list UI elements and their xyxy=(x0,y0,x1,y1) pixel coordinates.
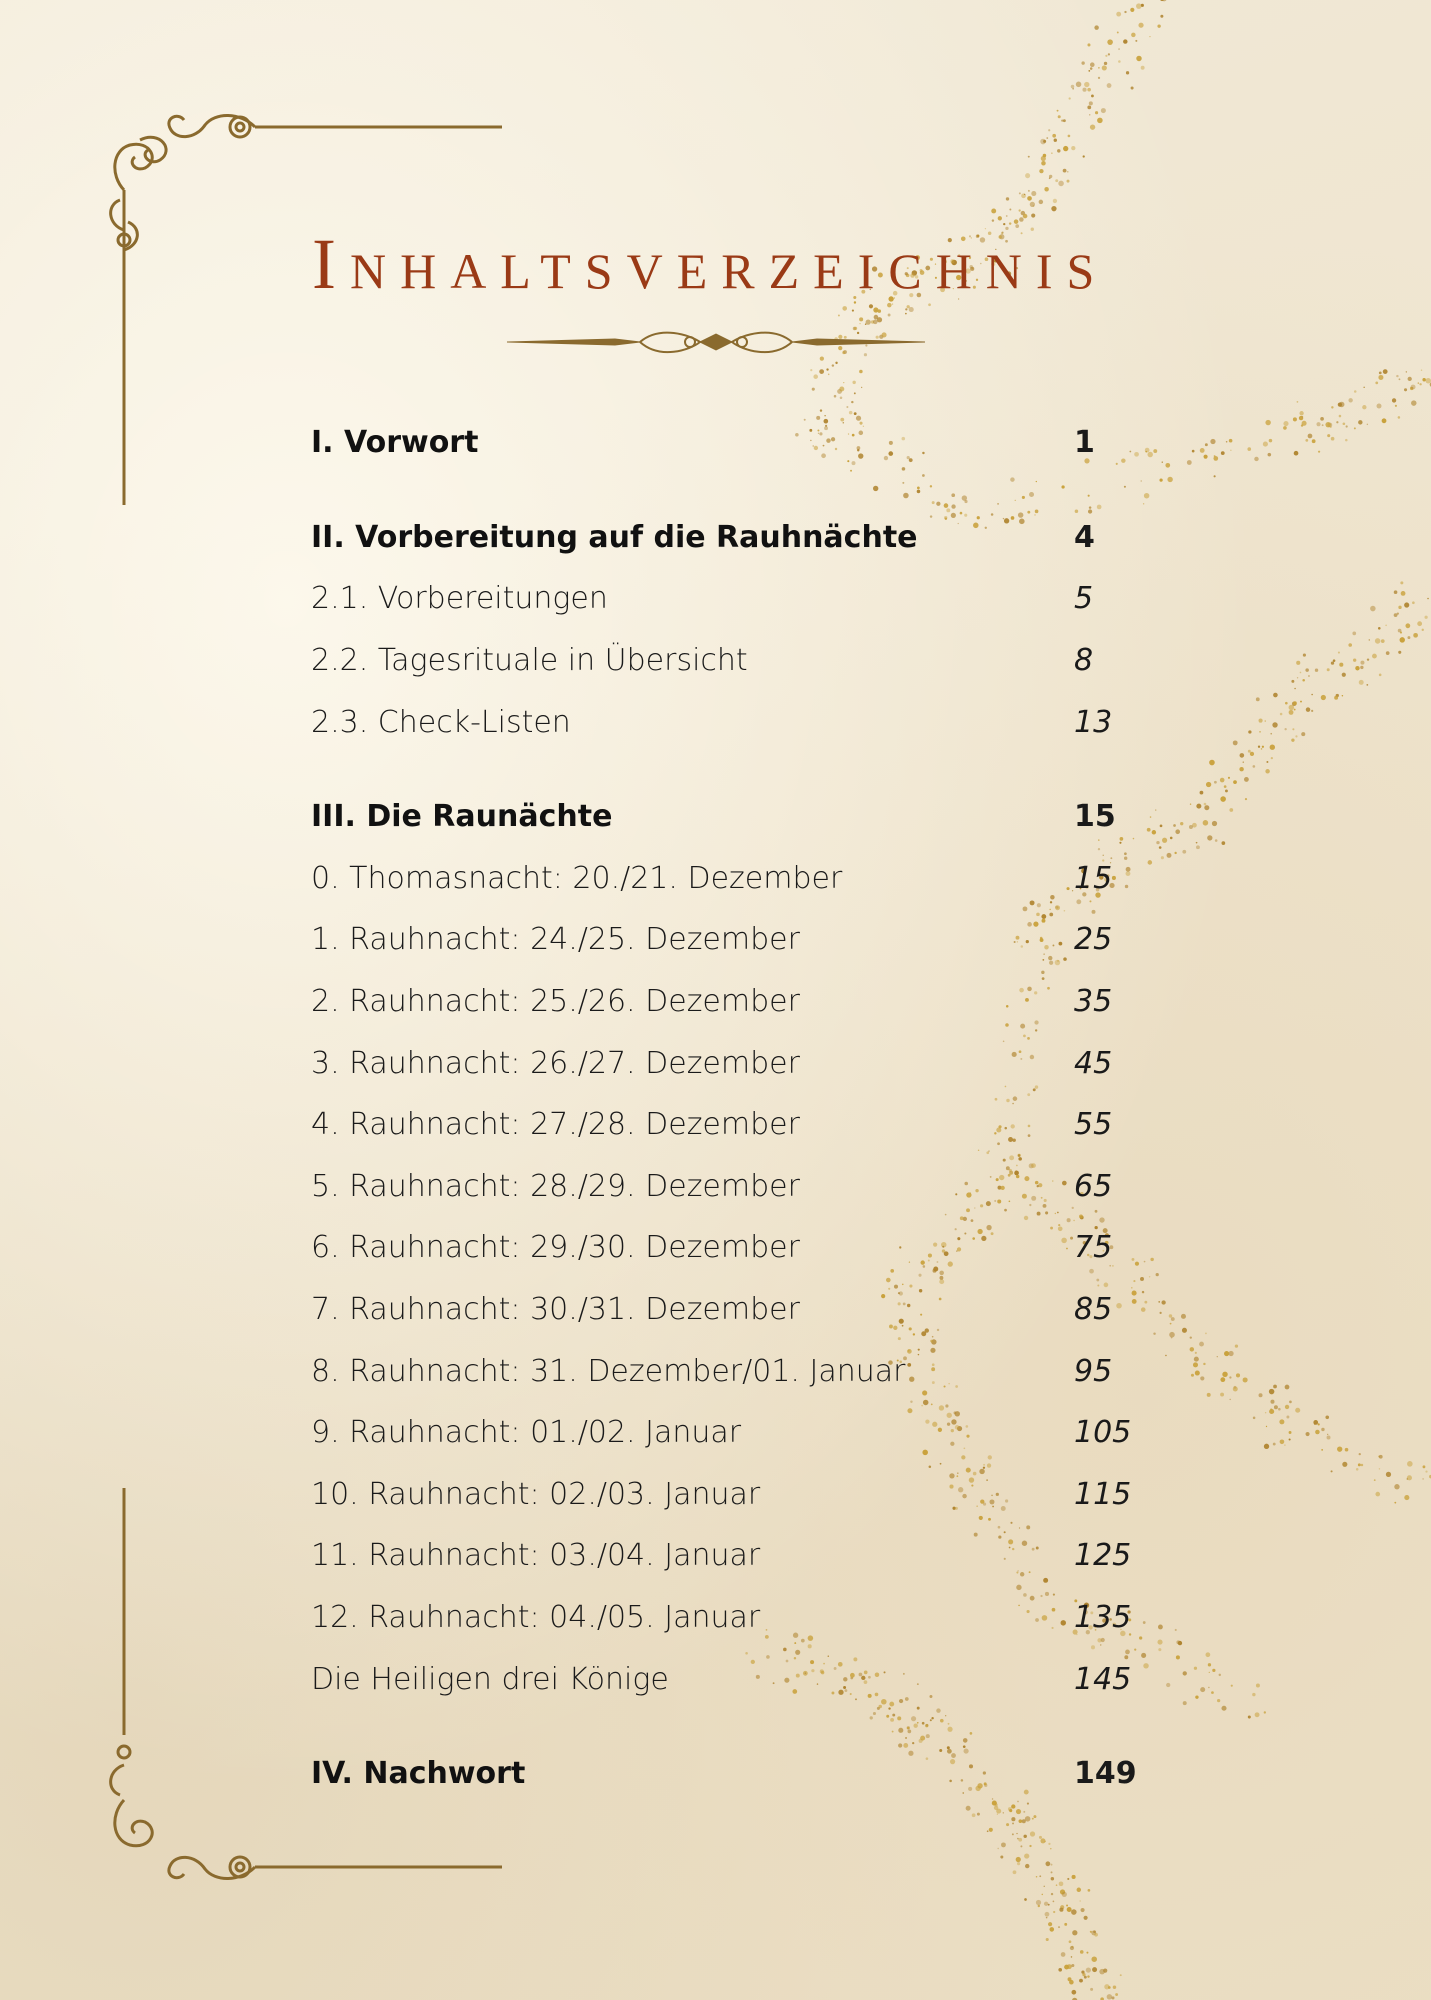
toc-entry[interactable]: 2.1. Vorbereitungen 5 xyxy=(311,568,1161,630)
toc-page-number: 4 xyxy=(1074,519,1095,555)
toc-page-number: 5 xyxy=(1074,581,1094,617)
toc-label: 7. Rauhnacht: 30./31. Dezember xyxy=(311,1292,800,1328)
toc-label: 0. Thomasnacht: 20./21. Dezember xyxy=(311,860,843,896)
toc-label: 4. Rauhnacht: 27./28. Dezember xyxy=(311,1107,800,1143)
toc-page-number: 65 xyxy=(1074,1168,1113,1204)
toc-label: 5. Rauhnacht: 28./29. Dezember xyxy=(311,1168,800,1204)
toc-page-number: 13 xyxy=(1074,704,1113,740)
toc-label: 2.2. Tagesrituale in Übersicht xyxy=(311,643,748,679)
toc-page-number: 145 xyxy=(1074,1661,1132,1697)
toc-label: Die Heiligen drei Könige xyxy=(311,1661,669,1697)
toc-section[interactable]: I. Vorwort 1 xyxy=(311,412,1161,474)
toc-page-number: 149 xyxy=(1074,1756,1137,1792)
toc-section[interactable]: II. Vorbereitung auf die Rauhnächte 4 xyxy=(311,507,1161,569)
toc-page-number: 85 xyxy=(1074,1292,1113,1328)
toc-page-number: 115 xyxy=(1074,1476,1132,1512)
toc-entry[interactable]: 2.2. Tagesrituale in Übersicht 8 xyxy=(311,630,1161,692)
toc-entry[interactable]: 11. Rauhnacht: 03./04. Januar 125 xyxy=(311,1525,1161,1587)
toc-label: IV. Nachwort xyxy=(311,1756,526,1792)
toc-entry[interactable]: Die Heiligen drei Könige 145 xyxy=(311,1648,1161,1710)
toc-label: II. Vorbereitung auf die Rauhnächte xyxy=(311,519,918,555)
toc-page-number: 55 xyxy=(1074,1107,1113,1143)
toc-page-number: 35 xyxy=(1074,984,1113,1020)
toc-label: I. Vorwort xyxy=(311,425,479,461)
title-divider-ornament xyxy=(506,331,926,354)
toc-label: 2. Rauhnacht: 25./26. Dezember xyxy=(311,984,800,1020)
toc-entry[interactable]: 5. Rauhnacht: 28./29. Dezember 65 xyxy=(311,1156,1161,1218)
toc-page-number: 15 xyxy=(1074,799,1116,835)
toc-label: III. Die Raunächte xyxy=(311,799,613,835)
toc-entry[interactable]: 2.3. Check-Listen 13 xyxy=(311,691,1161,753)
toc-entry[interactable]: 10. Rauhnacht: 02./03. Januar 115 xyxy=(311,1464,1161,1526)
toc-page-number: 125 xyxy=(1074,1538,1132,1574)
toc-page-number: 75 xyxy=(1074,1230,1113,1266)
toc-section[interactable]: III. Die Raunächte 15 xyxy=(311,786,1161,848)
toc-page-number: 8 xyxy=(1074,643,1094,679)
toc-page-number: 95 xyxy=(1074,1353,1113,1389)
toc-entry[interactable]: 8. Rauhnacht: 31. Dezember/01. Januar 95 xyxy=(311,1340,1161,1402)
toc-entry[interactable]: 4. Rauhnacht: 27./28. Dezember 55 xyxy=(311,1094,1161,1156)
corner-ornament-top-left xyxy=(109,114,502,505)
toc-label: 9. Rauhnacht: 01./02. Januar xyxy=(311,1415,742,1451)
toc-label: 12. Rauhnacht: 04./05. Januar xyxy=(311,1599,761,1635)
toc-label: 2.3. Check-Listen xyxy=(311,704,571,740)
gold-speckles xyxy=(745,0,1431,2000)
toc-label: 3. Rauhnacht: 26./27. Dezember xyxy=(311,1045,800,1081)
toc-entry[interactable]: 6. Rauhnacht: 29./30. Dezember 75 xyxy=(311,1217,1161,1279)
toc-entry[interactable]: 3. Rauhnacht: 26./27. Dezember 45 xyxy=(311,1032,1161,1094)
toc-entry[interactable]: 2. Rauhnacht: 25./26. Dezember 35 xyxy=(311,971,1161,1033)
toc-page-number: 1 xyxy=(1074,425,1095,461)
toc-label: 11. Rauhnacht: 03./04. Januar xyxy=(311,1538,761,1574)
toc-section[interactable]: IV. Nachwort 149 xyxy=(311,1743,1161,1805)
toc-page-number: 25 xyxy=(1074,922,1113,958)
toc-entry[interactable]: 9. Rauhnacht: 01./02. Januar 105 xyxy=(311,1402,1161,1464)
page-title: Inhaltsverzeichnis xyxy=(312,224,1109,304)
corner-ornament-bottom-left xyxy=(109,1488,502,1880)
toc-label: 2.1. Vorbereitungen xyxy=(311,581,608,617)
toc-page-number: 15 xyxy=(1074,860,1113,896)
toc-page-number: 105 xyxy=(1074,1415,1132,1451)
toc-entry[interactable]: 7. Rauhnacht: 30./31. Dezember 85 xyxy=(311,1279,1161,1341)
toc-label: 6. Rauhnacht: 29./30. Dezember xyxy=(311,1230,800,1266)
toc-label: 10. Rauhnacht: 02./03. Januar xyxy=(311,1476,761,1512)
toc-entry[interactable]: 0. Thomasnacht: 20./21. Dezember 15 xyxy=(311,848,1161,910)
toc-entry[interactable]: 1. Rauhnacht: 24./25. Dezember 25 xyxy=(311,909,1161,971)
toc-entry[interactable]: 12. Rauhnacht: 04./05. Januar 135 xyxy=(311,1587,1161,1649)
table-of-contents: I. Vorwort 1 II. Vorbereitung auf die Rauh… xyxy=(311,412,1161,1804)
toc-label: 8. Rauhnacht: 31. Dezember/01. Januar xyxy=(311,1353,906,1389)
toc-page-number: 45 xyxy=(1074,1045,1113,1081)
toc-page-number: 135 xyxy=(1074,1599,1132,1635)
toc-label: 1. Rauhnacht: 24./25. Dezember xyxy=(311,922,800,958)
